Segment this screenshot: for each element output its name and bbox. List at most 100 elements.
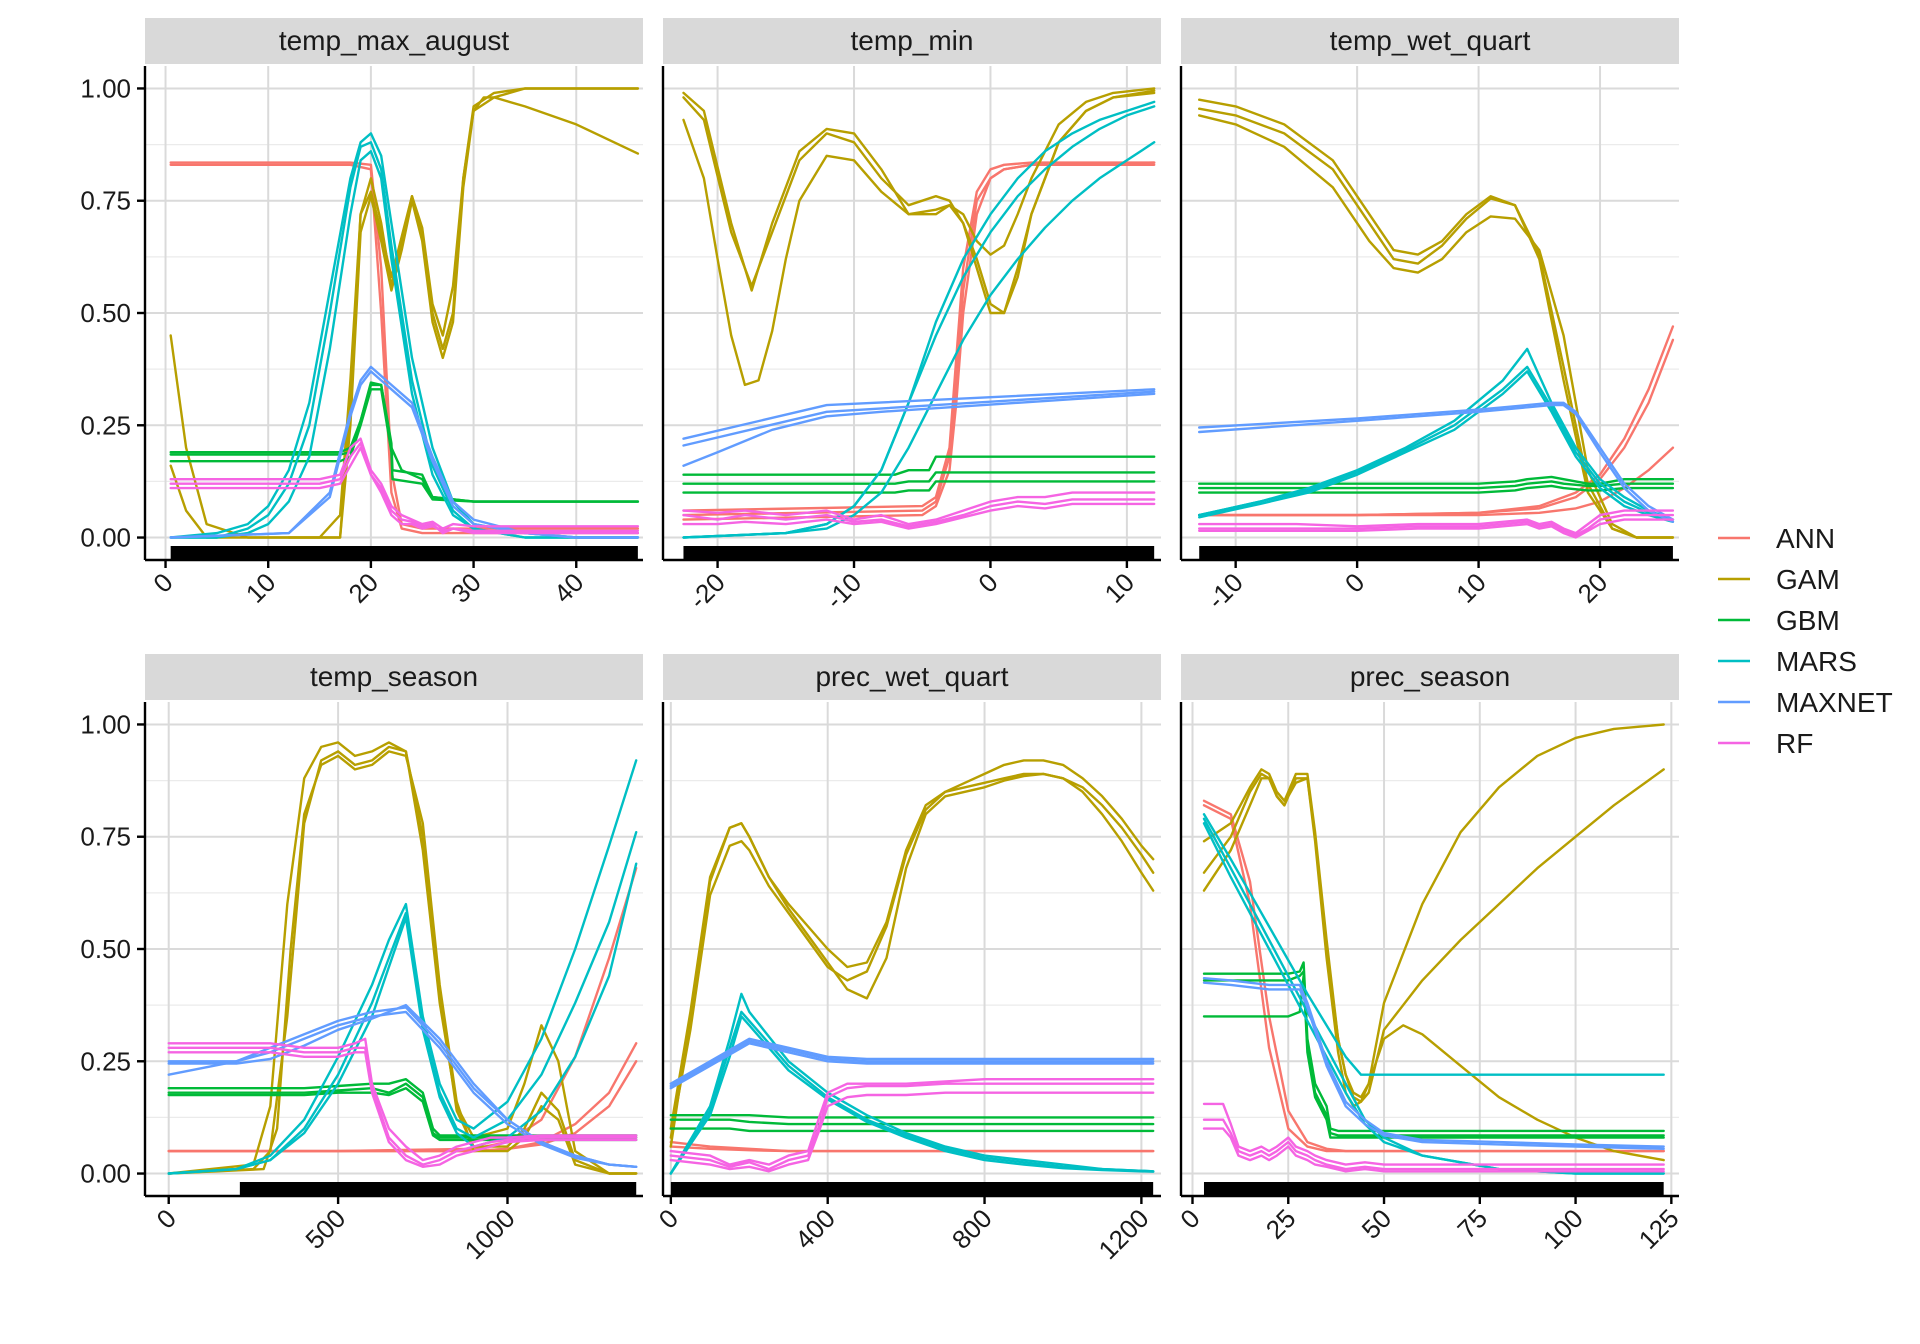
x-tick-label: 50 [1356, 1203, 1398, 1245]
series-line-GBM [1202, 974, 1665, 1139]
series-line-ANN [682, 161, 1156, 512]
series-line-ANN [1202, 799, 1665, 1153]
facet-strip-label: prec_season [1350, 661, 1510, 692]
x-tick-label: 40 [548, 567, 590, 609]
legend-label: RF [1776, 728, 1813, 759]
facet-strip [1181, 18, 1679, 64]
series-line-RF [169, 437, 640, 530]
legend-label: ANN [1776, 523, 1835, 554]
series-line-GAM [682, 91, 1156, 387]
series-group [1198, 98, 1675, 539]
x-tick-label: 10 [240, 567, 282, 609]
facet-strip-label: prec_wet_quart [815, 661, 1008, 692]
series-line-GAM [167, 750, 638, 1175]
facet-strip [1181, 654, 1679, 700]
series-line-MAXNET [167, 1010, 638, 1168]
series-line-ANN [167, 1060, 638, 1153]
x-tick-label: 0 [151, 1203, 182, 1234]
legend-item-GAM: GAM [1718, 564, 1840, 595]
series-line-GAM [1198, 114, 1675, 539]
rug-marks [1203, 1182, 1664, 1196]
series-line-GAM [287, 96, 640, 539]
y-tick-label: 0.00 [80, 523, 131, 553]
panel-prec_season: prec_season 0 25 50 75 100 125 [1174, 654, 1685, 1255]
y-tick-label: 1.00 [80, 709, 131, 739]
y-tick-label: 1.00 [80, 73, 131, 103]
legend-item-GBM: GBM [1718, 605, 1840, 636]
series-line-RF [669, 1082, 1155, 1171]
series-line-MARS [1198, 365, 1675, 521]
x-tick-label: -10 [819, 567, 867, 615]
x-tick-label: 75 [1451, 1203, 1493, 1245]
facet-strip [663, 654, 1161, 700]
series-line-MARS [167, 759, 638, 1175]
facet-strip-label: temp_min [851, 25, 974, 56]
facet-strip-label: temp_max_august [279, 25, 510, 56]
x-tick-label: 20 [1572, 567, 1614, 609]
facet-strip [145, 18, 643, 64]
series-group [169, 87, 640, 539]
x-tick-label: 1000 [459, 1203, 521, 1265]
legend-label: MARS [1776, 646, 1857, 677]
legend-item-ANN: ANN [1718, 523, 1835, 554]
series-line-MAXNET [682, 392, 1156, 467]
series-line-MAXNET [682, 388, 1156, 440]
facet-strip-label: temp_season [310, 661, 478, 692]
series-line-MARS [669, 1010, 1155, 1175]
series-line-MAXNET [167, 1003, 638, 1168]
x-tick-label: 10 [1450, 567, 1492, 609]
series-line-ANN [669, 1140, 1155, 1153]
series-line-MARS [1198, 347, 1675, 521]
series-line-MARS [669, 1015, 1155, 1175]
x-tick-label: -20 [683, 567, 731, 615]
series-line-MAXNET [669, 1039, 1155, 1088]
series-line-RF [167, 1037, 638, 1162]
series-line-GBM [682, 455, 1156, 476]
rug-marks [683, 546, 1155, 560]
series-line-GAM [1198, 107, 1675, 539]
series-line-RF [1202, 1102, 1665, 1166]
x-tick-label: 100 [1537, 1203, 1589, 1255]
x-tick-label: 400 [789, 1203, 841, 1255]
x-tick-label: 125 [1633, 1203, 1685, 1255]
series-line-GAM [167, 745, 638, 1175]
series-line-GAM [669, 772, 1155, 1130]
legend-item-RF: RF [1718, 728, 1813, 759]
series-line-GAM [682, 87, 1156, 292]
series-line-RF [669, 1078, 1155, 1166]
series-line-GBM [669, 1118, 1155, 1126]
series-line-ANN [1202, 804, 1665, 1153]
series-line-RF [1202, 1127, 1665, 1173]
facet-strip-label: temp_wet_quart [1330, 25, 1531, 56]
rug-marks [670, 1182, 1154, 1196]
panel-temp_season: temp_season 0 500 1000 0.00 0.25 0.50 0.75 1.00 [80, 654, 643, 1265]
series-line-MAXNET [1198, 401, 1675, 521]
series-line-RF [1198, 513, 1675, 537]
panel-temp_wet_quart: temp_wet_quart -10 0 10 20 [1179, 18, 1679, 615]
series-line-MARS [669, 992, 1155, 1175]
x-tick-label: 800 [946, 1203, 998, 1255]
series-line-GAM [1198, 98, 1675, 539]
series-line-MARS [169, 150, 640, 539]
y-tick-label: 0.25 [80, 410, 131, 440]
series-line-GBM [1202, 961, 1665, 1133]
series-line-GBM [1198, 475, 1675, 485]
x-tick-label: -10 [1201, 567, 1249, 615]
series-line-MARS [167, 831, 638, 1175]
rug-marks [1199, 546, 1673, 560]
series-line-ANN [682, 163, 1156, 517]
x-tick-label: 20 [342, 567, 384, 609]
series-line-MAXNET [669, 1042, 1155, 1090]
y-tick-label: 0.75 [80, 186, 131, 216]
legend-label: GBM [1776, 605, 1840, 636]
series-line-MARS [682, 141, 1156, 539]
series-group [167, 741, 638, 1175]
series-line-MARS [1198, 370, 1675, 523]
panel-prec_wet_quart: prec_wet_quart 0 400 800 1200 [653, 654, 1161, 1265]
legend-item-MARS: MARS [1718, 646, 1857, 677]
panel-temp_max_august: temp_max_august 0 10 20 30 40 0.00 0.25 0.50 0.75… [80, 18, 643, 609]
series-line-RF [1198, 509, 1675, 535]
series-line-GAM [682, 89, 1156, 315]
series-group [682, 87, 1156, 539]
